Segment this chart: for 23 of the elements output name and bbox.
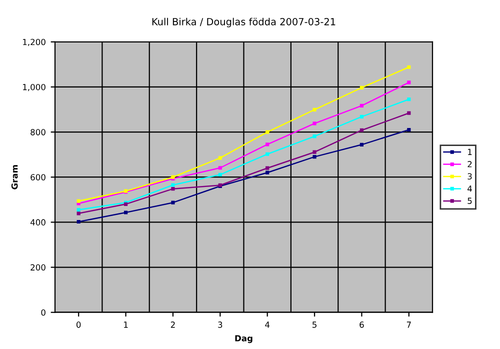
- legend-label: 2: [468, 161, 472, 168]
- x-axis-title: Dag: [235, 335, 252, 344]
- x-tick-label: 6: [360, 322, 364, 328]
- y-tick-label: 1,200: [23, 38, 46, 46]
- legend-label: 4: [468, 186, 472, 192]
- y-tick-label: 1,000: [23, 84, 46, 92]
- y-tick-label: 800: [30, 129, 46, 136]
- chart-title: Kull Birka / Douglas födda 2007-03-21: [152, 18, 336, 28]
- x-tick-label: 1: [124, 322, 128, 328]
- y-axis-title: Gram: [11, 165, 18, 190]
- y-tick-label: 200: [30, 264, 46, 271]
- y-tick-label: 0: [41, 309, 46, 316]
- x-tick-label: 7: [406, 322, 411, 328]
- x-tick-label: 0: [76, 322, 81, 328]
- legend-label: 1: [468, 148, 472, 155]
- x-tick-label: 3: [218, 322, 222, 328]
- x-tick-label: 5: [312, 322, 316, 328]
- y-tick-label: 400: [30, 219, 46, 226]
- y-tick-label: 600: [30, 174, 46, 180]
- legend-label: 5: [468, 198, 472, 204]
- x-tick-label: 2: [170, 322, 175, 328]
- x-tick-label: 4: [265, 322, 270, 328]
- legend-label: 3: [468, 173, 472, 180]
